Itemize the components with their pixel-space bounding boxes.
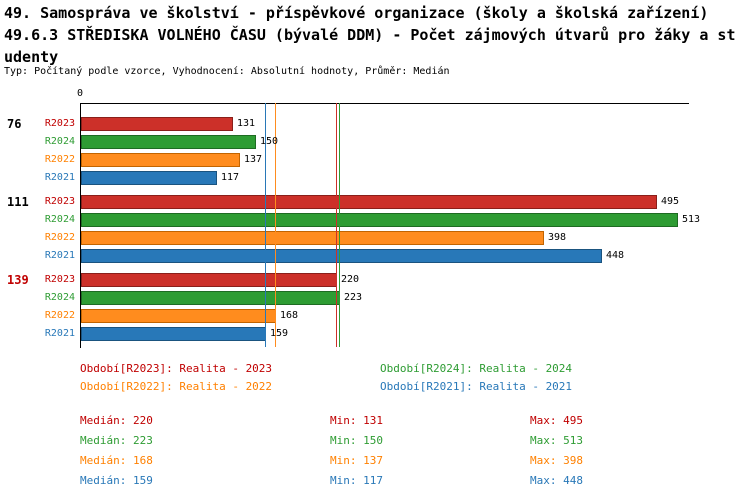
- bar-R2021: [81, 171, 217, 185]
- bar-row-label: R2023: [44, 274, 75, 285]
- bar-value-label: 398: [548, 232, 567, 243]
- bar-row-label: R2022: [44, 154, 75, 165]
- bar-value-label: 150: [260, 136, 279, 147]
- bar-row-label: R2021: [44, 172, 75, 183]
- bar-R2024: [81, 291, 340, 305]
- legend-item: Období[R2023]: Realita - 2023: [80, 362, 273, 375]
- bar-R2024: [81, 135, 256, 149]
- bar-R2022: [81, 309, 276, 323]
- median-line-R2024: [339, 103, 340, 347]
- stat-min-label: Min: 150: [330, 434, 383, 447]
- bar-value-label: 495: [661, 196, 680, 207]
- stat-max-label: Max: 513: [530, 434, 583, 447]
- bar-R2023: [81, 195, 657, 209]
- bar-value-label: 223: [344, 292, 363, 303]
- report-title-line1: 49. Samospráva ve školství - příspěvkové…: [4, 4, 709, 22]
- report-meta-line: Typ: Počítaný podle vzorce, Vyhodnocení:…: [4, 66, 450, 77]
- group-value-label: 139: [7, 273, 29, 287]
- median-line-R2022: [275, 103, 276, 347]
- median-line-R2021: [265, 103, 266, 347]
- stat-min-label: Min: 117: [330, 474, 383, 487]
- bar-R2023: [81, 273, 337, 287]
- legend-item: Období[R2024]: Realita - 2024: [380, 362, 573, 375]
- bar-value-label: 159: [270, 328, 289, 339]
- stat-max-label: Max: 398: [530, 454, 583, 467]
- legend-item: Období[R2021]: Realita - 2021: [380, 380, 573, 393]
- bar-R2021: [81, 249, 602, 263]
- stat-median-label: Medián: 159: [80, 474, 153, 487]
- stat-max-label: Max: 448: [530, 474, 583, 487]
- bar-value-label: 168: [280, 310, 299, 321]
- bar-R2024: [81, 213, 678, 227]
- bar-R2022: [81, 231, 544, 245]
- bar-value-label: 117: [221, 172, 240, 183]
- bar-row-label: R2024: [44, 136, 75, 147]
- group-value-label: 111: [7, 195, 29, 209]
- bar-R2023: [81, 117, 233, 131]
- bar-row-label: R2022: [44, 232, 75, 243]
- group-value-label: 76: [7, 117, 22, 131]
- bar-R2022: [81, 153, 240, 167]
- report-title-line2: 49.6.3 STŘEDISKA VOLNÉHO ČASU (bývalé DD…: [4, 26, 736, 44]
- legend-item: Období[R2022]: Realita - 2022: [80, 380, 273, 393]
- bar-value-label: 513: [682, 214, 701, 225]
- median-line-R2023: [336, 103, 337, 347]
- bar-row-label: R2024: [44, 292, 75, 303]
- bar-row-label: R2023: [44, 196, 75, 207]
- bar-row-label: R2024: [44, 214, 75, 225]
- stat-median-label: Medián: 223: [80, 434, 153, 447]
- bar-row-label: R2023: [44, 118, 75, 129]
- stat-min-label: Min: 131: [330, 414, 383, 427]
- bar-value-label: 448: [606, 250, 625, 261]
- bar-chart-plot-area: [80, 103, 689, 348]
- x-axis-origin-label: 0: [76, 88, 84, 99]
- bar-value-label: 137: [244, 154, 263, 165]
- bar-value-label: 220: [341, 274, 360, 285]
- stat-median-label: Medián: 168: [80, 454, 153, 467]
- bar-R2021: [81, 327, 266, 341]
- report-title-line3: udenty: [4, 48, 59, 66]
- bar-row-label: R2022: [44, 310, 75, 321]
- stat-max-label: Max: 495: [530, 414, 583, 427]
- bar-row-label: R2021: [44, 250, 75, 261]
- stat-min-label: Min: 137: [330, 454, 383, 467]
- bar-value-label: 131: [237, 118, 256, 129]
- bar-row-label: R2021: [44, 328, 75, 339]
- stat-median-label: Medián: 220: [80, 414, 153, 427]
